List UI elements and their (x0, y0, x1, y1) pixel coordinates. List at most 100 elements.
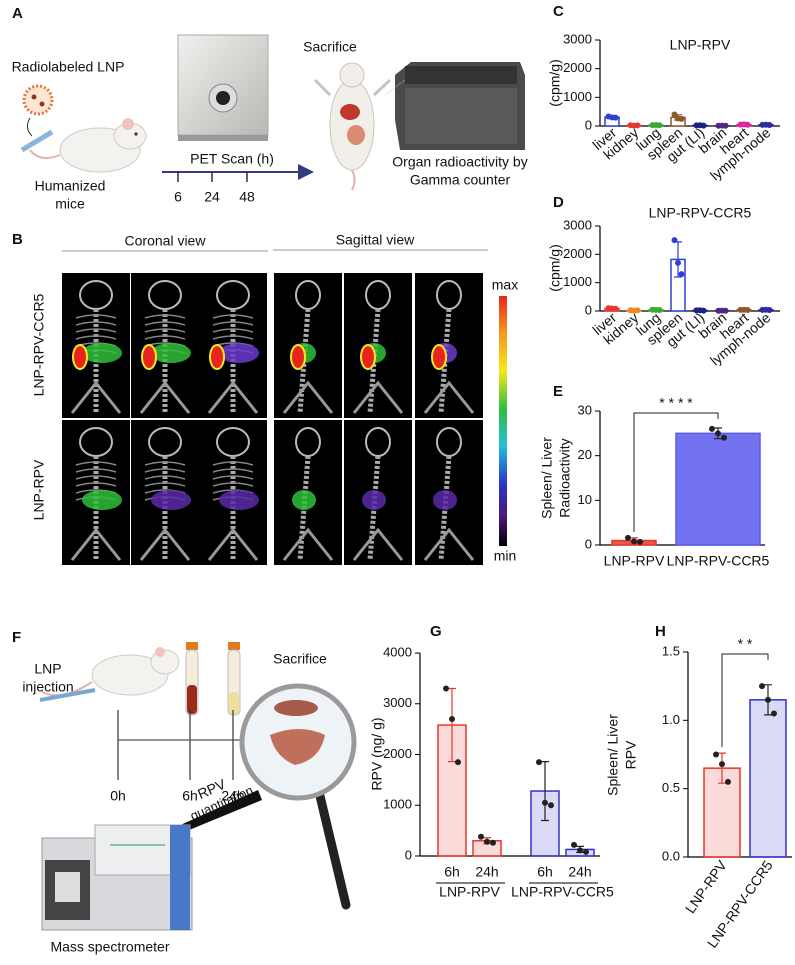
data-point (725, 779, 731, 785)
bar (676, 433, 760, 545)
panel-label: E (553, 383, 563, 400)
data-point (657, 307, 663, 313)
signal (73, 345, 87, 369)
mice-label: mice (55, 196, 85, 212)
y-tick-label: 20 (578, 447, 592, 462)
data-point (767, 307, 773, 313)
signal (82, 490, 122, 510)
group-label: LNP-RPV (439, 884, 500, 900)
data-point (767, 122, 773, 128)
data-point (577, 847, 583, 853)
blood-tubes (186, 642, 240, 715)
row-label: LNP-RPV-CCR5 (31, 293, 47, 396)
y-tick-label: 2000 (563, 60, 592, 75)
x-tick-label: 24h (475, 864, 498, 880)
data-point (719, 761, 725, 767)
y-tick-label: 3000 (563, 31, 592, 46)
signal (219, 343, 259, 363)
y-tick-label: 1000 (563, 274, 592, 289)
time-label: 48 (239, 189, 255, 205)
panel-label: G (430, 623, 442, 640)
panel-label: D (553, 194, 564, 211)
data-point (625, 535, 631, 541)
view-label: Sagittal view (336, 232, 415, 248)
y-tick-label: 2000 (383, 746, 412, 761)
sacrifice-label: Sacrifice (303, 39, 357, 55)
y-axis-label: Radioactivity (557, 438, 573, 517)
timeline-ticks (178, 172, 247, 182)
pet-scanner (178, 35, 268, 141)
lnp-icon (22, 86, 52, 150)
y-tick-label: 3000 (563, 217, 592, 232)
chart-title: LNP-RPV-CCR5 (649, 205, 752, 221)
pet-label: PET Scan (h) (190, 151, 274, 167)
x-tick-label: 6h (537, 864, 553, 880)
data-point (583, 849, 589, 855)
signal (291, 345, 305, 369)
panel-label: H (655, 623, 666, 640)
significance: * * * * (659, 395, 693, 411)
data-point (765, 697, 771, 703)
y-tick-label: 0.0 (662, 848, 680, 863)
data-point (484, 839, 490, 845)
mouse-icon (30, 118, 146, 172)
scale-min: min (494, 548, 517, 564)
x-tick-label: LNP-RPV (604, 553, 665, 569)
signal (292, 490, 316, 510)
data-point (759, 683, 765, 689)
y-axis-label: (cpm/g) (547, 59, 563, 106)
data-point (571, 842, 577, 848)
mice-label: Humanized (35, 178, 106, 194)
group-label: LNP-RPV-CCR5 (511, 884, 614, 900)
data-point (701, 123, 707, 129)
lnp-label: Radiolabeled LNP (12, 59, 125, 75)
data-point (679, 271, 685, 277)
time-label: 0h (110, 788, 126, 804)
data-point (709, 426, 715, 432)
row-label: LNP-RPV (31, 459, 47, 520)
y-tick-label: 1.5 (662, 643, 680, 658)
x-tick-label: LNP-RPV-CCR5 (667, 553, 770, 569)
signal (142, 345, 156, 369)
y-tick-label: 0.5 (662, 780, 680, 795)
signal (219, 490, 259, 510)
signal (432, 345, 446, 369)
bar (750, 700, 786, 857)
data-point (713, 752, 719, 758)
y-tick-label: 3000 (383, 695, 412, 710)
mass-spectrometer (42, 825, 192, 930)
panel-label: B (12, 231, 23, 248)
data-point (675, 260, 681, 266)
data-point (721, 435, 727, 441)
y-tick-label: 0 (585, 302, 592, 317)
signal (362, 490, 386, 510)
y-axis-label: Spleen/ Liver (605, 714, 621, 796)
data-point (672, 237, 678, 243)
y-axis-label: RPV (623, 740, 639, 769)
data-point (657, 122, 663, 128)
sacrifice-label: Sacrifice (273, 651, 327, 667)
injection-label: LNP (34, 661, 61, 677)
data-point (679, 116, 685, 122)
y-axis-label: Spleen/ Liver (539, 437, 555, 519)
x-tick-label: 24h (568, 864, 591, 880)
data-point (443, 686, 449, 692)
data-point (637, 539, 643, 545)
y-tick-label: 1.0 (662, 712, 680, 727)
data-point (631, 538, 637, 544)
data-point (478, 834, 484, 840)
significance: * * (738, 636, 753, 652)
y-tick-label: 0 (585, 117, 592, 132)
data-point (455, 759, 461, 765)
data-point (771, 711, 777, 717)
y-tick-label: 1000 (383, 797, 412, 812)
signal (210, 345, 224, 369)
data-point (613, 306, 619, 312)
view-label: Coronal view (125, 233, 207, 249)
panel-label: F (12, 629, 21, 646)
data-point (635, 307, 641, 313)
y-tick-label: 0 (405, 847, 412, 862)
data-point (490, 840, 496, 846)
y-axis-label: (cpm/g) (547, 244, 563, 291)
